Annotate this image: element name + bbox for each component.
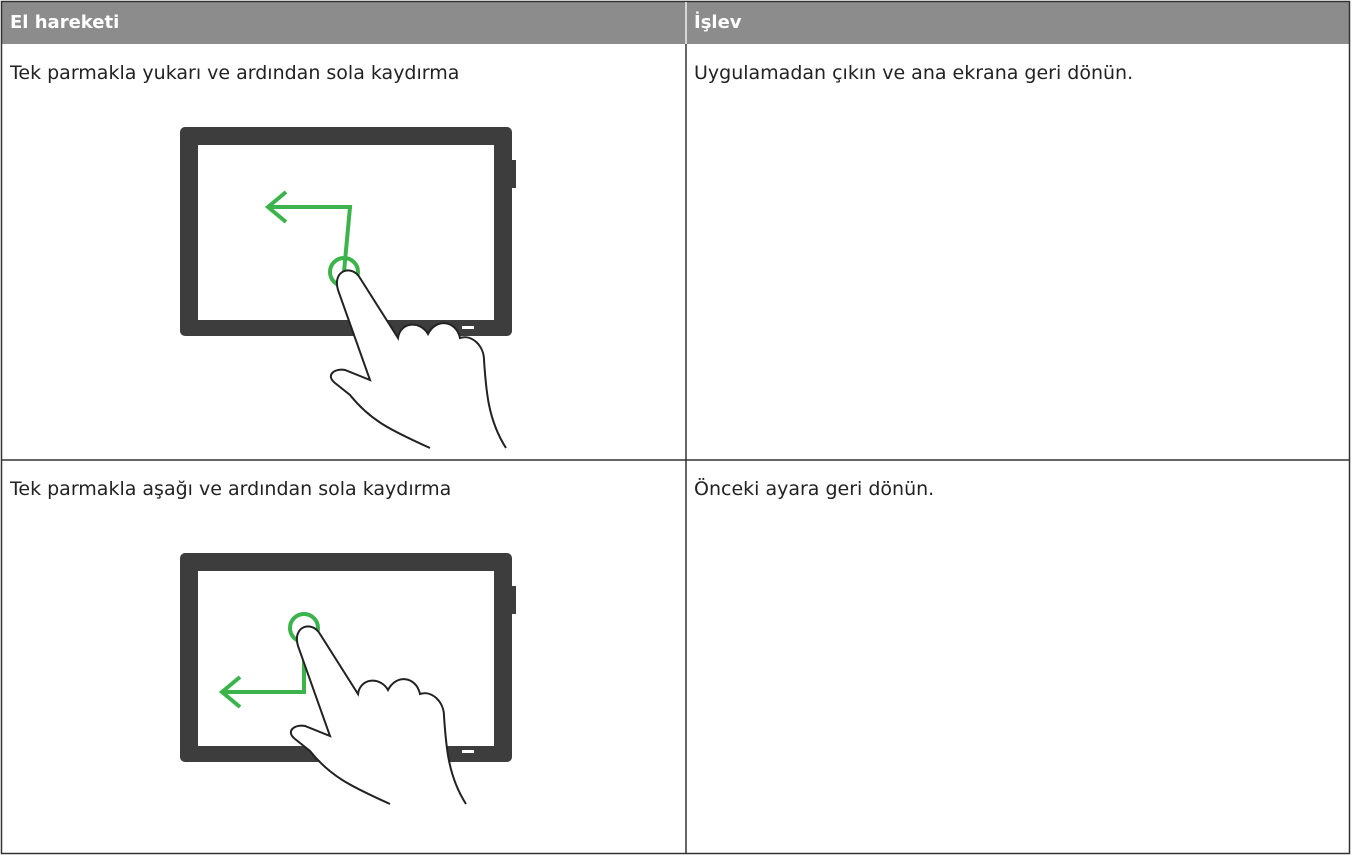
header-cell: El hareketi: [10, 12, 120, 33]
gesture-text: Tek parmakla yukarı ve ardından sola kay…: [10, 62, 460, 84]
header-bg: [2, 2, 1350, 44]
function-text: Önceki ayara geri dönün.: [694, 478, 935, 500]
gesture-text: Tek parmakla aşağı ve ardından sola kayd…: [10, 478, 452, 500]
function-text: Uygulamadan çıkın ve ana ekrana geri dön…: [694, 62, 1134, 84]
header-cell: İşlev: [694, 12, 742, 33]
gesture-illustration: [180, 553, 516, 805]
gesture-illustration: [180, 127, 516, 449]
